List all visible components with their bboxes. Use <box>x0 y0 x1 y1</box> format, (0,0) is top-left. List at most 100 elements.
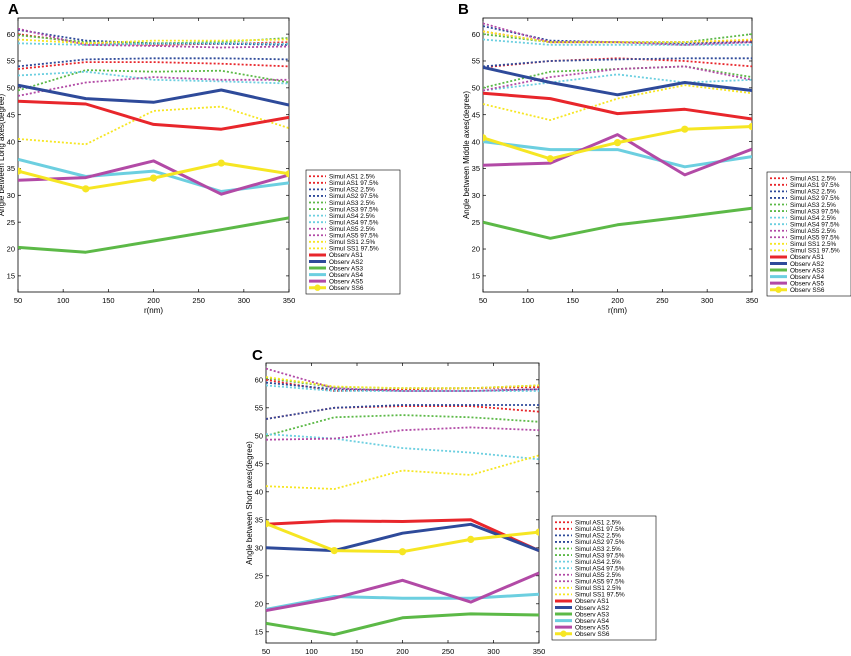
series-line-simul-as5-97-5 <box>18 27 289 49</box>
y-tick-label: 25 <box>472 218 480 227</box>
series-group <box>18 27 289 254</box>
x-tick-label: 100 <box>57 296 70 305</box>
panel-c: C 50 100 150 200 250 300 350 15 20 25 30 35 40 45 50 55 6… <box>245 347 657 656</box>
legend-label: Simul AS2 97.5% <box>790 195 840 202</box>
x-tick-label: 150 <box>566 296 579 305</box>
legend-label: Observ AS5 <box>790 280 825 287</box>
x-tick-label: 300 <box>238 296 251 305</box>
series-line-observ-as2 <box>18 83 289 107</box>
legend-label: Simul AS4 97.5% <box>329 219 379 226</box>
legend-label: Simul AS5 2.5% <box>790 228 836 235</box>
legend-label: Observ AS5 <box>329 278 364 285</box>
y-tick-label: 20 <box>255 600 263 609</box>
x-tick-label: 200 <box>147 296 160 305</box>
legend-label: Simul AS1 97.5% <box>790 182 840 189</box>
y-tick-label: 15 <box>255 628 263 637</box>
x-tick-label: 50 <box>479 296 487 305</box>
legend-label: Simul AS2 97.5% <box>575 539 625 546</box>
series-line-simul-as3-97-5 <box>18 34 289 45</box>
series-line-simul-as3-2-5 <box>18 69 289 92</box>
series-line-simul-as2-97-5 <box>18 28 289 46</box>
series-line-simul-as2-2-5 <box>483 57 752 68</box>
data-point-observ-ss6 <box>467 535 475 544</box>
data-point-observ-ss6 <box>149 174 158 182</box>
series-line-simul-as4-2-5 <box>18 70 289 85</box>
series-line-observ-as3 <box>266 612 539 637</box>
y-tick-label: 50 <box>255 432 263 441</box>
legend-label: Observ AS5 <box>575 624 610 631</box>
legend-label: Simul AS3 2.5% <box>790 202 836 209</box>
x-tick-label: 350 <box>746 296 759 305</box>
series-line-observ-as3 <box>483 206 752 240</box>
legend-label: Simul AS4 97.5% <box>790 221 840 228</box>
y-tick-label: 50 <box>7 84 15 93</box>
y-tick-label: 15 <box>472 272 480 281</box>
series-line-simul-ss1-2-5 <box>266 454 539 490</box>
y-tick-label: 25 <box>7 218 15 227</box>
legend-label: Observ AS2 <box>790 261 825 268</box>
series-line-simul-as5-2-5 <box>266 426 539 441</box>
panel-b: B 50 100 150 200 250 300 350 15 20 25 30 35 40 45 50 55 6… <box>458 1 851 315</box>
x-axis-label: r(nm) <box>608 306 627 315</box>
y-tick-label: 50 <box>472 84 480 93</box>
x-tick-label: 250 <box>442 647 455 656</box>
series-line-simul-as4-97-5 <box>266 384 539 392</box>
legend-label: Simul AS1 2.5% <box>329 174 375 181</box>
legend-label: Simul AS2 2.5% <box>575 533 621 540</box>
series-line-observ-as4 <box>483 140 752 169</box>
legend-label: Simul SS1 2.5% <box>329 239 375 246</box>
y-tick-label: 30 <box>255 544 263 553</box>
data-point-observ-ss6 <box>18 167 22 175</box>
legend-label: Simul AS4 97.5% <box>575 565 625 572</box>
data-point-observ-ss6 <box>330 547 338 555</box>
x-axis-label: r(nm) <box>144 306 163 315</box>
legend-label: Observ SS6 <box>329 285 364 292</box>
data-point-observ-ss6 <box>681 125 689 133</box>
x-tick-label: 350 <box>533 647 546 656</box>
y-tick-label: 40 <box>472 137 480 146</box>
legend-marker <box>314 284 321 291</box>
legend-label: Simul AS4 2.5% <box>575 559 621 566</box>
y-tick-label: 55 <box>7 57 15 66</box>
data-point-observ-ss6 <box>398 548 407 556</box>
y-tick-label: 40 <box>7 137 15 146</box>
x-tick-label: 350 <box>283 296 296 305</box>
y-tick-label: 45 <box>255 460 263 469</box>
y-tick-label: 55 <box>472 57 480 66</box>
legend-label: Simul AS4 2.5% <box>329 213 375 220</box>
y-tick-label: 30 <box>472 191 480 200</box>
legend-label: Simul AS2 97.5% <box>329 193 379 200</box>
y-tick-label: 20 <box>472 245 480 254</box>
legend-label: Simul AS2 2.5% <box>790 189 836 196</box>
y-tick-label: 60 <box>472 30 480 39</box>
y-tick-label: 45 <box>7 110 15 119</box>
series-line-simul-as5-2-5 <box>483 65 752 92</box>
data-point-observ-ss6 <box>483 134 487 142</box>
x-tick-label: 50 <box>14 296 22 305</box>
legend-label: Simul SS1 97.5% <box>575 592 625 599</box>
y-tick-label: 60 <box>7 30 15 39</box>
legend-label: Observ AS1 <box>790 254 825 261</box>
legend-label: Simul SS1 2.5% <box>790 241 836 248</box>
legend-marker <box>560 630 567 637</box>
legend-marker <box>775 286 782 293</box>
series-line-observ-as3 <box>18 216 289 254</box>
y-tick-label: 60 <box>255 376 263 385</box>
y-tick-label: 25 <box>255 572 263 581</box>
series-line-simul-as2-2-5 <box>266 404 539 420</box>
series-line-observ-as1 <box>18 99 289 131</box>
legend-label: Observ AS1 <box>575 598 610 605</box>
legend: Simul AS1 2.5%Simul AS1 97.5%Simul AS2 2… <box>766 171 851 297</box>
legend: Simul AS1 2.5%Simul AS1 97.5%Simul AS2 2… <box>551 515 657 641</box>
legend-label: Observ SS6 <box>575 631 610 638</box>
data-point-observ-ss6 <box>613 139 622 147</box>
legend-label: Observ AS1 <box>329 252 364 259</box>
legend-label: Observ AS2 <box>575 605 610 612</box>
x-tick-label: 250 <box>656 296 669 305</box>
y-axis-label: Angle between Long axes(degree) <box>0 94 6 217</box>
x-tick-label: 300 <box>487 647 500 656</box>
legend-label: Observ SS6 <box>790 287 825 294</box>
legend-label: Simul AS5 2.5% <box>575 572 621 579</box>
x-tick-label: 200 <box>611 296 624 305</box>
